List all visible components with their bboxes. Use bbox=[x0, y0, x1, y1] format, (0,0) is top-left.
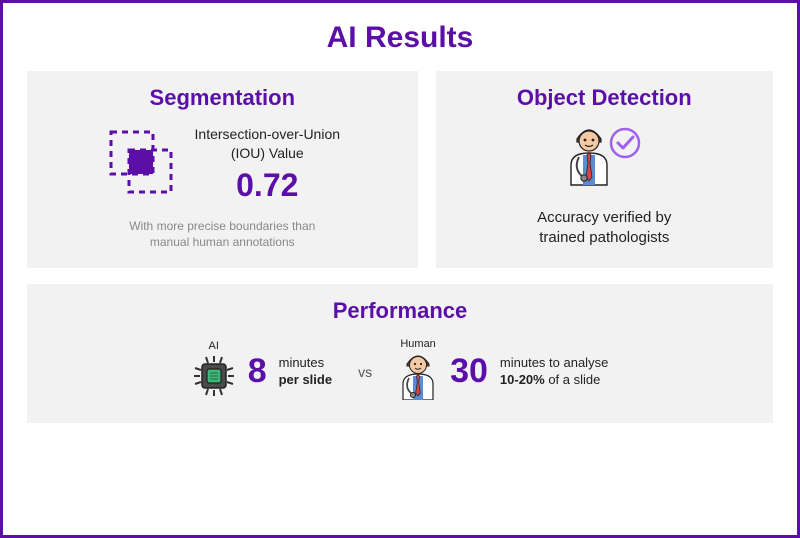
performance-title: Performance bbox=[43, 298, 757, 324]
cpu-chip-icon bbox=[192, 354, 236, 403]
performance-body: AI bbox=[43, 338, 757, 405]
seg-foot-l2: manual human annotations bbox=[43, 234, 402, 250]
iou-label-line1: Intersection-over-Union bbox=[195, 125, 341, 144]
performance-ai-side: AI bbox=[192, 340, 332, 403]
human-icon-wrap: Human bbox=[398, 338, 438, 405]
top-row: Segmentation Intersection-over-Union (IO… bbox=[27, 71, 773, 268]
object-detection-card: Object Detection bbox=[436, 71, 773, 268]
segmentation-metric: Intersection-over-Union (IOU) Value 0.72 bbox=[195, 125, 341, 204]
human-desc-l1: minutes to analyse bbox=[500, 355, 608, 371]
overlap-squares-icon bbox=[105, 126, 177, 203]
iou-value: 0.72 bbox=[195, 167, 341, 204]
obj-cap-l2: trained pathologists bbox=[537, 228, 671, 248]
object-detection-caption: Accuracy verified by trained pathologist… bbox=[537, 208, 671, 249]
human-icon-label: Human bbox=[400, 338, 435, 350]
ai-minutes-desc: minutes per slide bbox=[279, 355, 332, 388]
human-minutes-value: 30 bbox=[450, 352, 488, 391]
iou-label-line2: (IOU) Value bbox=[195, 144, 341, 163]
ai-icon-label: AI bbox=[208, 340, 218, 352]
infographic-frame: AI Results Segmentation Intersection-ove… bbox=[0, 0, 800, 538]
object-detection-body: Accuracy verified by trained pathologist… bbox=[452, 125, 757, 249]
ai-desc-l1: minutes bbox=[279, 355, 332, 371]
doctor-icon bbox=[398, 352, 438, 405]
segmentation-footnote: With more precise boundaries than manual… bbox=[43, 218, 402, 250]
segmentation-body: Intersection-over-Union (IOU) Value 0.72 bbox=[43, 125, 402, 204]
seg-foot-l1: With more precise boundaries than bbox=[43, 218, 402, 234]
ai-icon-wrap: AI bbox=[192, 340, 236, 403]
page-title: AI Results bbox=[27, 21, 773, 55]
pathologist-check-icon bbox=[561, 125, 647, 192]
segmentation-title: Segmentation bbox=[43, 85, 402, 111]
obj-cap-l1: Accuracy verified by bbox=[537, 208, 671, 228]
human-minutes-desc: minutes to analyse 10-20% of a slide bbox=[500, 355, 608, 388]
performance-human-side: Human bbox=[398, 338, 608, 405]
human-desc-l2: 10-20% of a slide bbox=[500, 372, 608, 388]
vs-label: vs bbox=[358, 364, 372, 380]
performance-card: Performance AI bbox=[27, 284, 773, 423]
object-detection-title: Object Detection bbox=[452, 85, 757, 111]
ai-minutes-value: 8 bbox=[248, 352, 267, 391]
segmentation-card: Segmentation Intersection-over-Union (IO… bbox=[27, 71, 418, 268]
ai-desc-l2: per slide bbox=[279, 372, 332, 388]
